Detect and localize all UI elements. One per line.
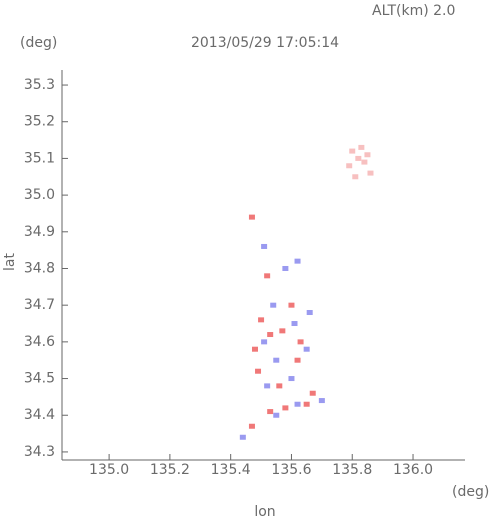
echo-cell	[264, 383, 271, 389]
echo-cell	[264, 273, 271, 279]
echo-cell	[255, 368, 262, 374]
echo-cell	[261, 243, 268, 249]
altitude-label: ALT(km) 2.0	[372, 3, 455, 19]
echo-cell	[297, 339, 304, 345]
echo-cell	[273, 412, 280, 418]
x-tick-label: 135.6	[271, 462, 311, 478]
echo-cell	[282, 265, 289, 271]
x-tick-label: 135.0	[89, 462, 129, 478]
x-tick-label: 135.8	[332, 462, 372, 478]
echo-cell	[318, 398, 325, 404]
y-axis-label: lat	[2, 253, 18, 271]
echo-cell	[251, 346, 258, 352]
echo-cell	[282, 405, 289, 411]
echo-cell	[258, 317, 265, 323]
echo-cell	[248, 423, 255, 429]
echo-cell	[291, 321, 298, 327]
x-unit: (deg)	[452, 484, 489, 500]
y-tick-label: 34.5	[24, 371, 55, 387]
echo-cell	[270, 302, 277, 308]
echo-cell	[364, 152, 371, 158]
echo-cell	[367, 170, 374, 176]
echo-cell	[261, 339, 268, 345]
y-tick-label: 34.6	[24, 334, 55, 350]
y-tick-label: 35.0	[24, 187, 55, 203]
echo-cell	[346, 163, 353, 169]
y-tick-label: 34.9	[24, 224, 55, 240]
y-tick-label: 34.7	[24, 297, 55, 313]
y-tick-label: 34.4	[24, 407, 55, 423]
echo-cell	[358, 144, 365, 150]
x-tick-label: 135.4	[211, 462, 251, 478]
y-tick-label: 35.1	[24, 150, 55, 166]
echo-cell	[303, 401, 310, 407]
echo-cell	[279, 328, 286, 334]
y-tick-label: 35.3	[24, 77, 55, 93]
echo-cell	[288, 302, 295, 308]
echo-cell	[273, 357, 280, 363]
echo-cell	[267, 332, 274, 338]
y-unit: (deg)	[20, 35, 57, 51]
x-tick-label: 136.0	[393, 462, 433, 478]
echo-cell	[294, 258, 301, 264]
echo-cell	[267, 409, 274, 415]
echo-cell	[276, 383, 283, 389]
echo-cell	[306, 310, 313, 316]
chart-title: 2013/05/29 17:05:14	[191, 35, 339, 51]
echo-cell	[303, 346, 310, 352]
echo-cell	[355, 155, 362, 161]
y-tick-label: 34.3	[24, 444, 55, 460]
y-tick-label: 35.2	[24, 114, 55, 130]
y-tick-label: 34.8	[24, 260, 55, 276]
echo-cell	[288, 376, 295, 382]
echo-cell	[294, 401, 301, 407]
echo-cell	[309, 390, 316, 396]
x-axis-label: lon	[254, 504, 275, 520]
echo-cell	[294, 357, 301, 363]
echo-cell	[352, 174, 359, 180]
x-tick-label: 135.2	[150, 462, 190, 478]
echo-cell	[248, 214, 255, 220]
echo-cell	[349, 148, 356, 154]
echo-cell	[239, 434, 246, 440]
echo-cell	[361, 159, 368, 165]
